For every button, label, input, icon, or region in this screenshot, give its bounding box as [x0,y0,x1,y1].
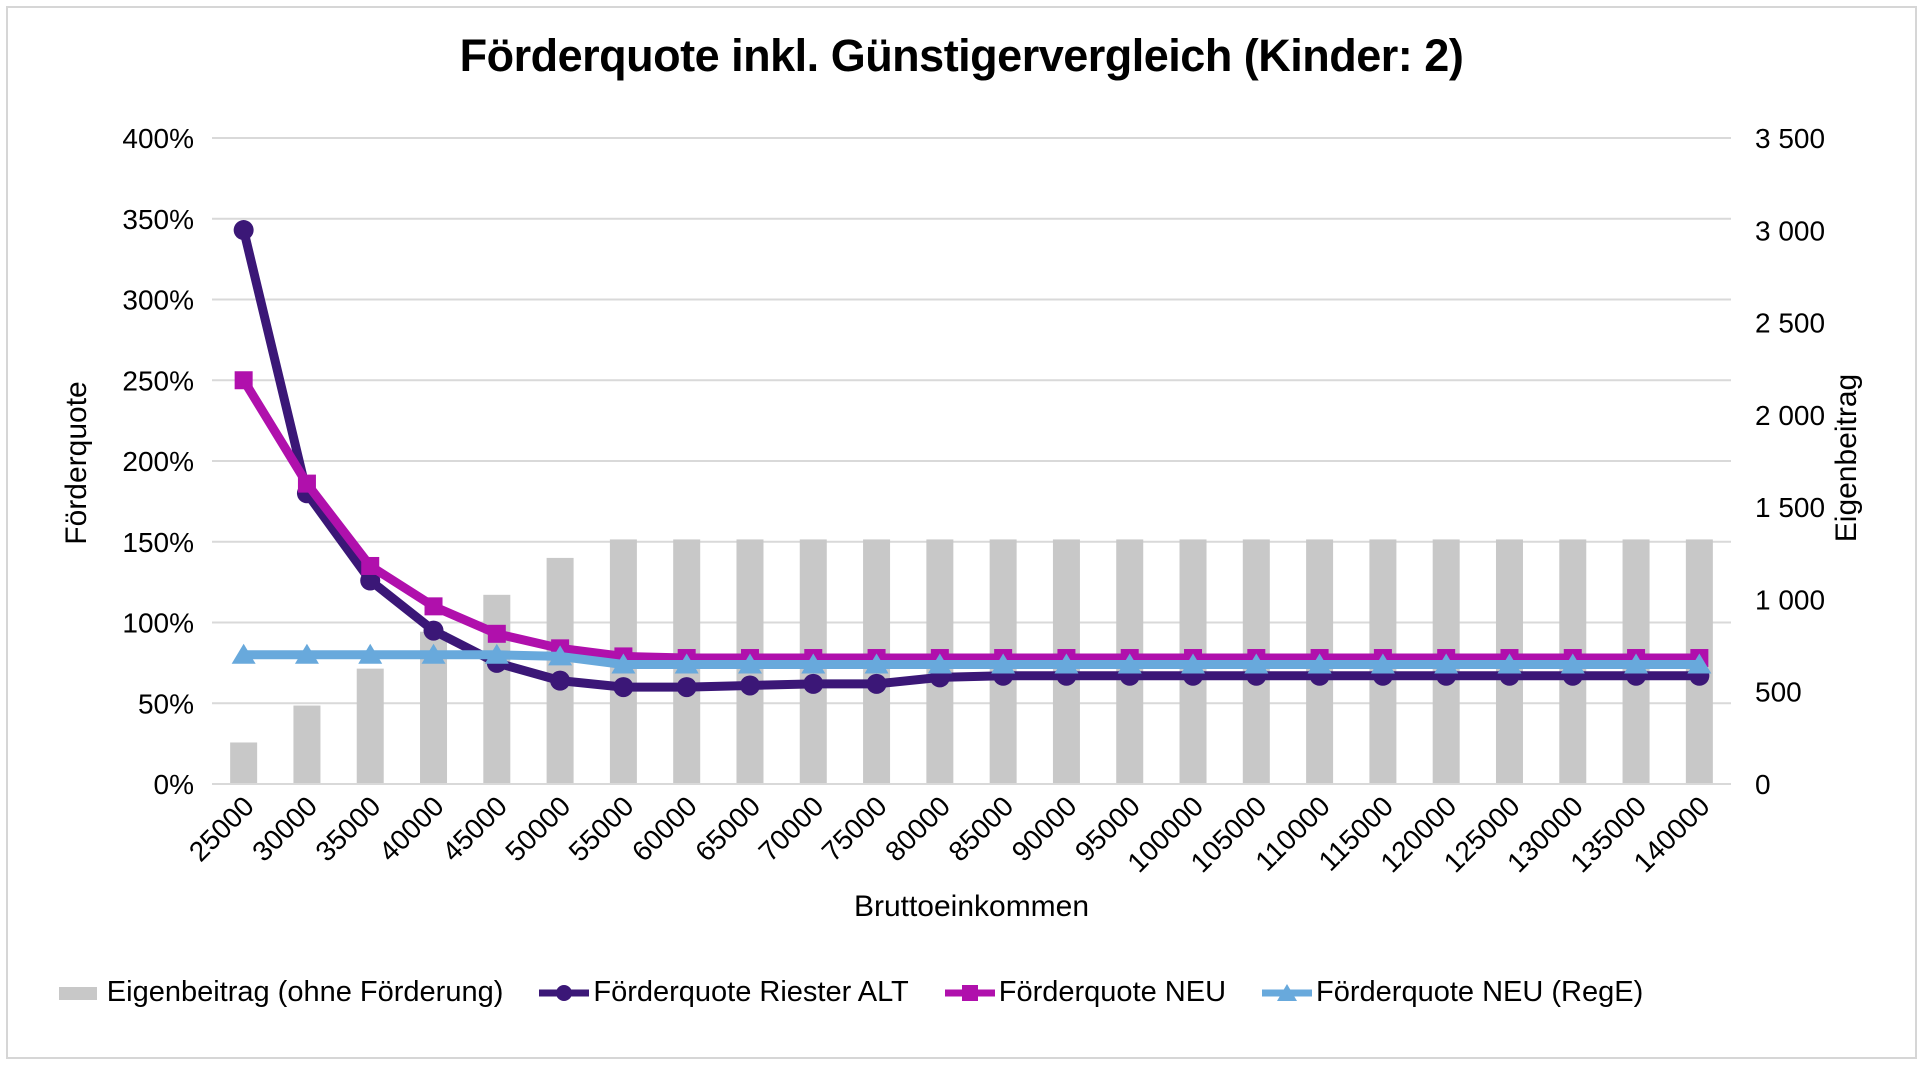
x-axis-tick-label: 40000 [373,790,450,867]
data-point-circle [613,677,634,698]
data-point-square [487,624,506,643]
data-point-circle [803,673,824,694]
data-point-triangle [674,653,699,674]
left-axis-title: Förderquote [60,381,93,544]
x-axis-title: Bruttoeinkommen [854,890,1089,923]
data-point-triangle [548,645,573,666]
x-axis-tick-label: 70000 [753,790,830,867]
legend-swatch-triangle [1262,983,1313,1001]
data-point-circle [866,673,887,694]
left-axis-tick-label: 250% [122,365,194,396]
legend-item: Förderquote Riester ALT [539,976,909,1009]
right-axis-tick-label: 2 500 [1755,308,1825,339]
data-point-circle [676,677,697,698]
right-axis-tick-label: 2 000 [1755,400,1825,431]
data-point-circle [360,570,381,591]
x-axis-tick-label: 80000 [879,790,956,867]
series-line [243,650,1700,669]
x-axis-tick-label: 85000 [942,790,1019,867]
left-axis-tick-label: 200% [122,446,194,477]
right-axis-tick-label: 500 [1755,677,1802,708]
left-axis-tick-label: 400% [122,123,194,154]
legend-label: Förderquote NEU (RegE) [1316,976,1644,1008]
data-point-square [234,371,253,390]
data-point-square [361,556,380,575]
data-point-triangle [1497,653,1522,674]
data-point-triangle [294,643,319,664]
data-point-triangle [1181,653,1206,674]
bar [293,705,321,784]
x-axis-tick-label: 35000 [309,790,386,867]
series-line [239,377,1700,663]
data-point-square [297,474,316,493]
data-point-triangle [231,643,256,664]
bar [356,668,384,784]
legend-item: Förderquote NEU (RegE) [1262,976,1643,1009]
data-point-triangle [737,653,762,674]
legend-label: Eigenbeitrag (ohne Förderung) [106,976,504,1008]
data-point-circle [550,670,571,691]
bar [230,742,258,784]
legend-item: Eigenbeitrag (ohne Förderung) [53,976,504,1009]
data-point-triangle [421,643,446,664]
data-point-circle [739,675,760,696]
left-axis-tick-label: 50% [138,688,194,719]
data-point-triangle [801,653,826,674]
legend-swatch-square [944,984,995,1001]
x-axis-tick-label: 60000 [626,790,703,867]
data-point-triangle [991,653,1016,674]
legend-swatch-bar [58,986,97,1000]
right-axis-title: Eigenbeitrag [1830,374,1863,542]
data-point-square [424,597,443,616]
data-point-triangle [1244,653,1269,674]
right-axis-tick-label: 1 000 [1755,584,1825,615]
x-axis-tick-label: 50000 [499,790,576,867]
legend-swatch-circle [539,984,590,1001]
plot-area: 0% 50% 100% 150% 200% 250% 300% 350% 400% 0 500 1 0… [60,123,1863,923]
x-axis-tick-label: 55000 [563,790,640,867]
left-axis-tick-label: 350% [122,204,194,235]
right-axis-tick-label: 0 [1755,769,1771,800]
bar [483,594,511,784]
legend: Eigenbeitrag (ohne Förderung) Förderquote… [58,976,1643,1009]
data-point-circle [423,620,444,641]
legend-label: Förderquote Riester ALT [593,976,909,1008]
data-point-triangle [1307,653,1332,674]
data-point-triangle [1054,653,1079,674]
x-axis-tick-label: 90000 [1006,790,1083,867]
x-axis-tick-label: 30000 [246,790,323,867]
x-axis-tick-label: 65000 [689,790,766,867]
data-point-triangle [484,643,509,664]
data-point-triangle [611,653,636,674]
data-point-triangle [1687,653,1712,674]
x-axis-tick-label: 25000 [183,790,260,867]
data-point-triangle [864,653,889,674]
x-axis-tick-label: 75000 [816,790,893,867]
left-axis-tick-label: 300% [122,285,194,316]
left-axis-tick-label: 0% [154,769,194,800]
data-point-triangle [1434,653,1459,674]
data-point-triangle [358,643,383,664]
right-axis-tick-label: 3 000 [1755,215,1825,246]
data-point-circle [233,220,254,241]
x-axis-tick-label: 45000 [436,790,513,867]
data-point-triangle [927,653,952,674]
legend-label: Förderquote NEU [998,976,1227,1008]
data-point-triangle [1117,653,1142,674]
chart-container: Förderquote inkl. Günstigervergleich (Ki… [6,6,1917,1059]
legend-item: Förderquote NEU [944,976,1227,1009]
data-point-triangle [1560,653,1585,674]
data-point-triangle [1624,653,1649,674]
right-axis-tick-label: 3 500 [1755,123,1825,154]
chart-title: Förderquote inkl. Günstigervergleich (Ki… [459,30,1464,81]
left-axis-tick-label: 100% [122,608,194,639]
left-axis-tick-label: 150% [122,527,194,558]
data-point-triangle [1370,653,1395,674]
right-axis-tick-label: 1 500 [1755,492,1825,523]
